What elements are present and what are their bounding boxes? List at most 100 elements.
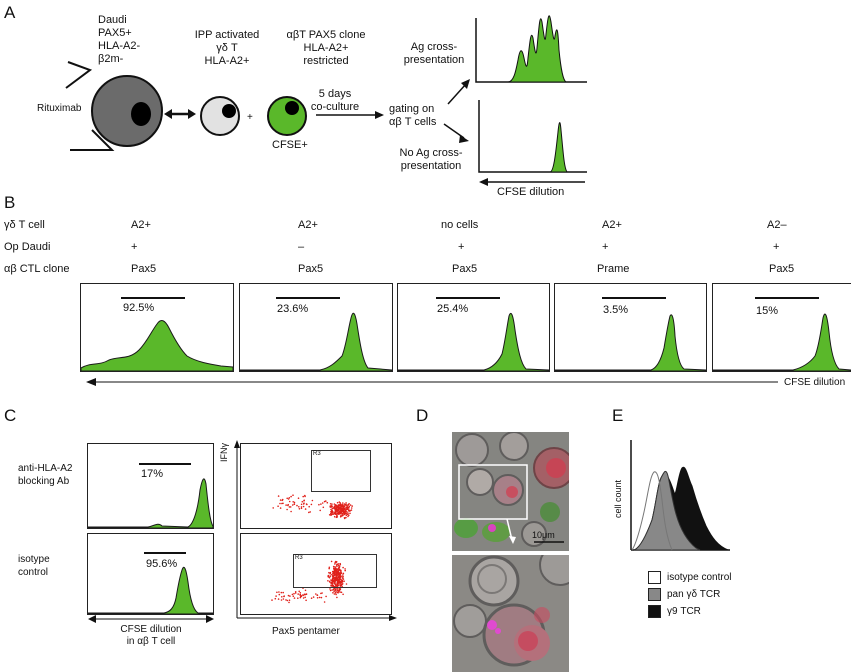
daudi-line-3: HLA-A2-: [98, 40, 141, 52]
scatter-dot: [328, 580, 331, 583]
cfse-c-line-1: CFSE dilution: [120, 624, 182, 635]
scatter-dot: [275, 595, 277, 597]
scatter-dot: [299, 592, 302, 594]
scatter-dot: [338, 506, 341, 509]
gate-bar: [436, 297, 500, 299]
scatter-dot: [333, 585, 336, 588]
scatter-dot: [321, 592, 323, 594]
scatter-dot: [346, 513, 349, 516]
percent-label: 95.6%: [146, 558, 178, 570]
scatter-dot: [343, 507, 346, 510]
scatter-dot: [283, 595, 285, 598]
scatter-dot: [329, 588, 331, 590]
isotype-control-curve: [631, 471, 673, 551]
scatter-dot: [299, 595, 302, 598]
scatter-dot: [300, 503, 303, 506]
dot-plot-2-points: [271, 560, 348, 604]
scatter-dot: [334, 592, 337, 594]
scatter-dot: [298, 508, 301, 510]
scatter-dot: [272, 507, 274, 509]
col3-clone: Pax5: [452, 263, 478, 275]
daudi-line-1: Daudi: [98, 14, 127, 26]
scatter-dot: [329, 503, 332, 505]
scatter-dot: [278, 593, 281, 596]
isotype-control-label: isotype control: [18, 553, 50, 579]
gating-line-2: αβ T cells: [389, 116, 437, 128]
scatter-dot: [332, 507, 334, 510]
cfse-dilution-label-a: CFSE dilution: [497, 186, 565, 198]
scatter-dot: [282, 598, 285, 600]
scatter-dot: [339, 591, 341, 593]
scatter-dot: [282, 591, 284, 594]
percent-label: 17%: [141, 468, 164, 480]
panel-letter-d: D: [416, 406, 429, 425]
ipp-line-1: IPP activated: [194, 29, 260, 41]
panel-letter-b: B: [4, 193, 16, 212]
pax5-pentamer-label: Pax5 pentamer: [272, 626, 340, 637]
scatter-dot: [281, 596, 283, 598]
histogram-b2-curve: [240, 312, 392, 371]
scatter-dot: [302, 505, 305, 508]
cfse-dilution-label-c: CFSE dilution in αβ T cell: [120, 624, 181, 648]
scatter-dot: [333, 503, 336, 505]
scatter-dot: [339, 563, 342, 566]
scatter-dot: [320, 596, 323, 599]
scatter-dot: [340, 584, 343, 586]
scatter-dot: [309, 511, 311, 513]
scatter-dot: [334, 511, 336, 513]
scatter-dot: [337, 591, 339, 593]
scatter-dot: [335, 507, 337, 510]
col3-op: +: [458, 241, 465, 253]
scatter-dot: [304, 494, 306, 497]
scatter-dot: [332, 574, 335, 576]
scatter-dot: [340, 575, 342, 577]
histogram-b4: 3.5%: [554, 283, 707, 372]
scatter-dot: [339, 588, 342, 590]
scatter-dot: [333, 505, 336, 508]
scatter-dot: [277, 495, 280, 497]
daudi-nucleus-icon: [131, 102, 151, 126]
scatter-dot: [334, 589, 337, 591]
scatter-dot: [311, 499, 314, 502]
histogram-b5-curve: [713, 313, 851, 371]
no-ag-histogram-axes: [478, 100, 587, 173]
scatter-dot: [327, 576, 330, 578]
scatter-dot: [334, 571, 336, 574]
scatter-dot: [332, 592, 334, 594]
scatter-dot: [300, 507, 303, 510]
scatter-dot: [336, 574, 339, 576]
col1-clone: Pax5: [131, 263, 157, 275]
scatter-dot: [338, 577, 340, 579]
scatter-dot: [337, 563, 340, 565]
scatter-dot: [342, 512, 345, 514]
percent-label: 92.5%: [123, 302, 155, 314]
scatter-dot: [294, 591, 297, 593]
col2-op: –: [298, 241, 305, 253]
scatter-dot: [344, 568, 346, 570]
panel-letter-a: A: [4, 3, 16, 22]
scatter-dot: [328, 514, 331, 516]
scatter-dot: [350, 507, 353, 509]
daudi-line-4: β2m-: [98, 53, 124, 65]
scatter-dot: [287, 504, 289, 507]
pan-gd-tcr-curve: [633, 470, 701, 551]
scatter-dot: [342, 593, 344, 596]
histogram-e: [630, 440, 730, 551]
micrograph-overview: 10μm: [452, 432, 569, 551]
scatter-dot: [285, 504, 287, 506]
daudi-label: Daudi PAX5+ HLA-A2- β2m-: [98, 14, 140, 66]
scatter-dot: [345, 504, 347, 507]
scatter-dot: [333, 590, 335, 593]
scatter-dot: [291, 504, 294, 506]
cfse-c-line-2: in αβ T cell: [126, 636, 176, 647]
histogram-b3-curve: [398, 312, 549, 371]
scatter-dot: [308, 511, 310, 514]
scatter-dot: [333, 567, 335, 570]
scatter-dot: [337, 581, 339, 584]
gate-bar: [602, 297, 666, 299]
scatter-dot: [351, 505, 353, 507]
scatter-dot: [335, 573, 337, 575]
scatter-dot: [347, 515, 349, 518]
scatter-dot: [330, 508, 332, 511]
scatter-dot: [325, 500, 327, 502]
